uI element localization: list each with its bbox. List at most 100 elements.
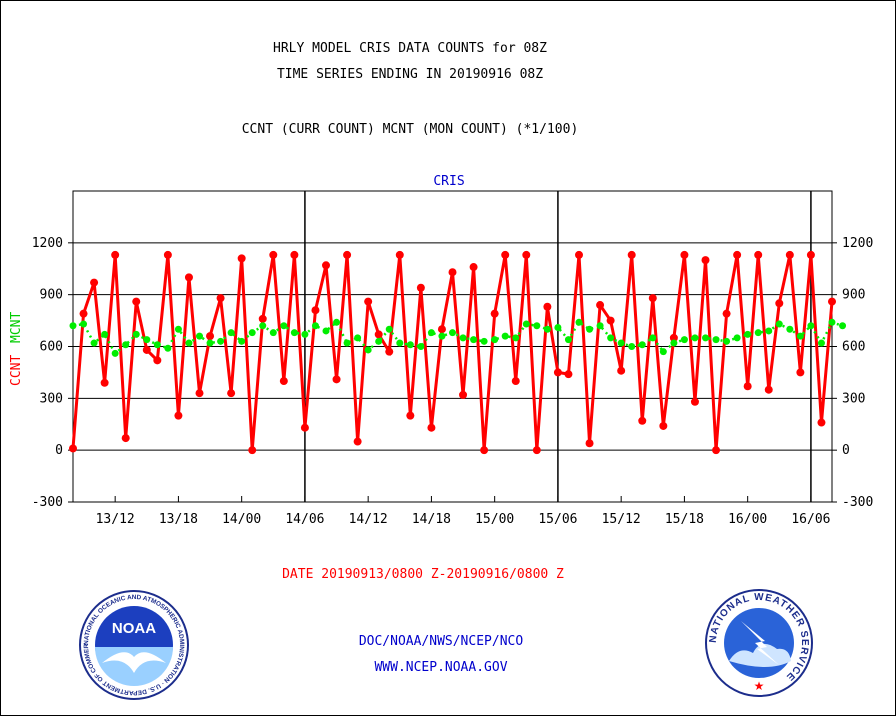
- x-tick-label: 15/00: [475, 512, 514, 527]
- point-ccnt: [806, 250, 815, 259]
- point-mcnt: [354, 334, 362, 342]
- point-mcnt: [196, 332, 203, 340]
- point-mcnt: [680, 336, 688, 344]
- point-ccnt: [490, 309, 499, 318]
- point-ccnt: [733, 250, 742, 259]
- point-mcnt: [702, 334, 709, 342]
- x-tick-label: 16/06: [791, 512, 830, 527]
- x-tick-label: 15/12: [602, 512, 641, 527]
- point-ccnt: [385, 347, 394, 356]
- point-mcnt: [522, 320, 530, 328]
- point-mcnt: [280, 322, 288, 330]
- plot-area: -300 -300 0 0 300 300 600 600 900 900 1200 1200 13/1…: [32, 190, 873, 527]
- chart-title-line1: HRLY MODEL CRIS DATA COUNTS for 08Z: [273, 41, 547, 56]
- point-ccnt: [722, 309, 731, 318]
- y-tick-label-right: 1200: [842, 236, 873, 251]
- y-tick-label-right: -300: [842, 495, 873, 510]
- nws-logo: NATIONAL WEATHER SERVICE ★: [705, 589, 813, 697]
- point-ccnt: [121, 434, 130, 443]
- point-ccnt: [163, 250, 172, 259]
- point-ccnt: [322, 261, 330, 270]
- point-mcnt: [628, 343, 636, 350]
- point-mcnt: [206, 339, 214, 347]
- point-mcnt: [491, 336, 499, 344]
- y-tick-label: 600: [40, 340, 63, 355]
- date-range: DATE 20190913/0800 Z-20190916/0800 Z: [282, 567, 564, 582]
- point-ccnt: [153, 356, 162, 365]
- point-ccnt: [828, 297, 836, 306]
- point-mcnt: [174, 325, 182, 333]
- point-mcnt: [343, 339, 351, 347]
- x-tick-label: 13/18: [159, 512, 198, 527]
- point-mcnt: [449, 329, 456, 337]
- point-ccnt: [311, 306, 320, 315]
- point-ccnt: [269, 250, 278, 259]
- x-tick-label: 14/06: [285, 512, 324, 527]
- chart-subtitle: CCNT (CURR COUNT) MCNT (MON COUNT) (*1/1…: [242, 122, 579, 137]
- point-mcnt: [649, 334, 657, 342]
- x-tick-label: 16/00: [728, 512, 767, 527]
- point-ccnt: [237, 254, 246, 263]
- series-line-ccnt: [71, 254, 834, 451]
- point-ccnt: [606, 316, 615, 325]
- point-ccnt: [553, 368, 562, 377]
- point-mcnt: [80, 320, 88, 328]
- point-ccnt: [701, 256, 710, 265]
- point-mcnt: [438, 332, 446, 340]
- point-mcnt: [164, 344, 172, 352]
- point-mcnt: [122, 341, 130, 349]
- point-ccnt: [743, 382, 752, 391]
- point-mcnt: [459, 334, 467, 342]
- point-mcnt: [290, 329, 298, 337]
- point-mcnt: [617, 339, 625, 347]
- point-ccnt: [532, 446, 541, 455]
- point-ccnt: [575, 250, 583, 259]
- point-ccnt: [775, 299, 784, 308]
- point-mcnt: [427, 329, 435, 337]
- point-ccnt: [184, 273, 193, 282]
- series-line-mcnt: [72, 320, 843, 356]
- point-ccnt: [817, 418, 826, 427]
- org-text: DOC/NOAA/NWS/NCEP/NCO: [359, 634, 524, 649]
- nws-star-icon: ★: [754, 679, 765, 693]
- point-ccnt: [100, 378, 109, 387]
- point-mcnt: [512, 334, 520, 342]
- point-ccnt: [585, 439, 594, 448]
- point-mcnt: [501, 332, 509, 340]
- url-link[interactable]: WWW.NCEP.NOAA.GOV: [374, 660, 507, 675]
- point-ccnt: [754, 250, 763, 259]
- point-mcnt: [248, 329, 256, 337]
- point-mcnt: [311, 322, 319, 330]
- point-ccnt: [501, 250, 510, 259]
- point-ccnt: [596, 301, 605, 310]
- point-mcnt: [828, 318, 836, 326]
- point-ccnt: [427, 423, 436, 432]
- point-ccnt: [406, 411, 415, 420]
- y-axis-label-mcnt: MCNT: [9, 312, 24, 343]
- point-mcnt: [227, 329, 235, 337]
- point-ccnt: [69, 444, 77, 453]
- x-tick-label: 14/18: [412, 512, 451, 527]
- point-ccnt: [279, 377, 288, 386]
- point-mcnt: [333, 318, 341, 326]
- noaa-logo: NOAA NATIONAL OCEANIC AND ATMOSPHERIC AD…: [79, 590, 189, 700]
- point-ccnt: [627, 250, 636, 259]
- point-ccnt: [174, 411, 183, 420]
- point-mcnt: [322, 327, 330, 335]
- point-ccnt: [416, 283, 425, 292]
- point-mcnt: [385, 325, 393, 333]
- point-mcnt: [786, 325, 794, 333]
- x-tick-label: 15/18: [665, 512, 704, 527]
- point-mcnt: [775, 320, 783, 328]
- y-tick-label: 0: [55, 443, 63, 458]
- point-ccnt: [227, 389, 236, 398]
- point-mcnt: [143, 336, 151, 344]
- point-mcnt: [111, 349, 119, 357]
- point-ccnt: [480, 446, 489, 455]
- point-mcnt: [754, 329, 762, 337]
- y-tick-label-right: 600: [842, 340, 865, 355]
- point-mcnt: [396, 339, 404, 347]
- point-mcnt: [238, 337, 246, 345]
- panel-label: CRIS: [433, 174, 464, 189]
